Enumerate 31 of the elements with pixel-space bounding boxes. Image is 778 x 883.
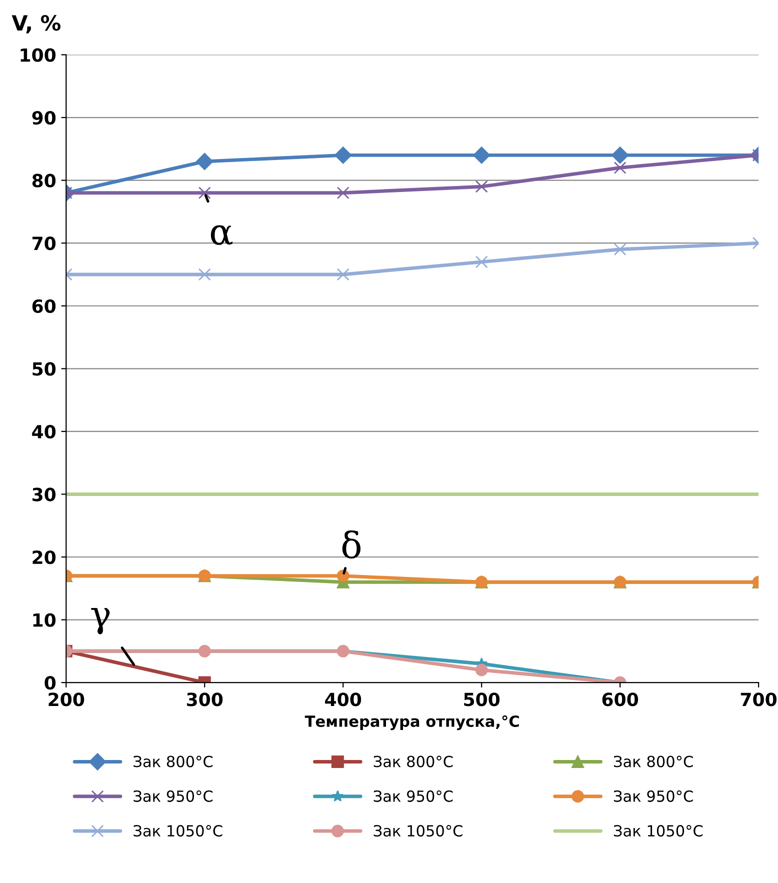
y-tick-label: 10 bbox=[33, 613, 56, 627]
legend-label: Зак 1050°C bbox=[374, 825, 462, 837]
legend-label: Зак 1050°C bbox=[614, 825, 703, 837]
y-tick-label: 40 bbox=[32, 424, 56, 439]
y-tick-label: 60 bbox=[32, 299, 56, 313]
y-tick-label: 90 bbox=[32, 110, 56, 125]
y-tick-label: 100 bbox=[20, 48, 56, 62]
x-tick-label: 400 bbox=[325, 692, 362, 706]
y-tick-label: 50 bbox=[32, 362, 56, 376]
legend-label: Зак 950°C bbox=[374, 790, 453, 802]
x-tick-label: 600 bbox=[602, 692, 638, 706]
legend-label: Зак 950°C bbox=[134, 790, 213, 802]
legend-label: Зак 800°C bbox=[614, 756, 693, 768]
y-tick-label: 30 bbox=[32, 488, 56, 502]
legend-label: Зак 800°C bbox=[374, 756, 453, 768]
y-tick-label: 20 bbox=[32, 550, 56, 564]
legend-label: Зак 950°C bbox=[614, 790, 693, 802]
legend-label: Зак 1050°C bbox=[134, 825, 222, 837]
x-axis-title: Температура отпуска,°C bbox=[304, 715, 519, 730]
y-axis-title: V, % bbox=[12, 15, 60, 34]
legend-label: Зак 800°C bbox=[134, 756, 213, 768]
y-tick-label: 0 bbox=[44, 676, 56, 690]
annotation: α bbox=[210, 225, 233, 245]
x-tick-label: 300 bbox=[186, 692, 223, 706]
x-tick-label: 200 bbox=[48, 692, 84, 706]
annotation: γ bbox=[91, 608, 110, 634]
x-tick-label: 700 bbox=[740, 692, 777, 706]
annotation: δ bbox=[342, 530, 360, 559]
y-tick-label: 80 bbox=[32, 174, 56, 188]
y-tick-label: 70 bbox=[32, 236, 56, 250]
x-tick-label: 500 bbox=[464, 692, 500, 706]
